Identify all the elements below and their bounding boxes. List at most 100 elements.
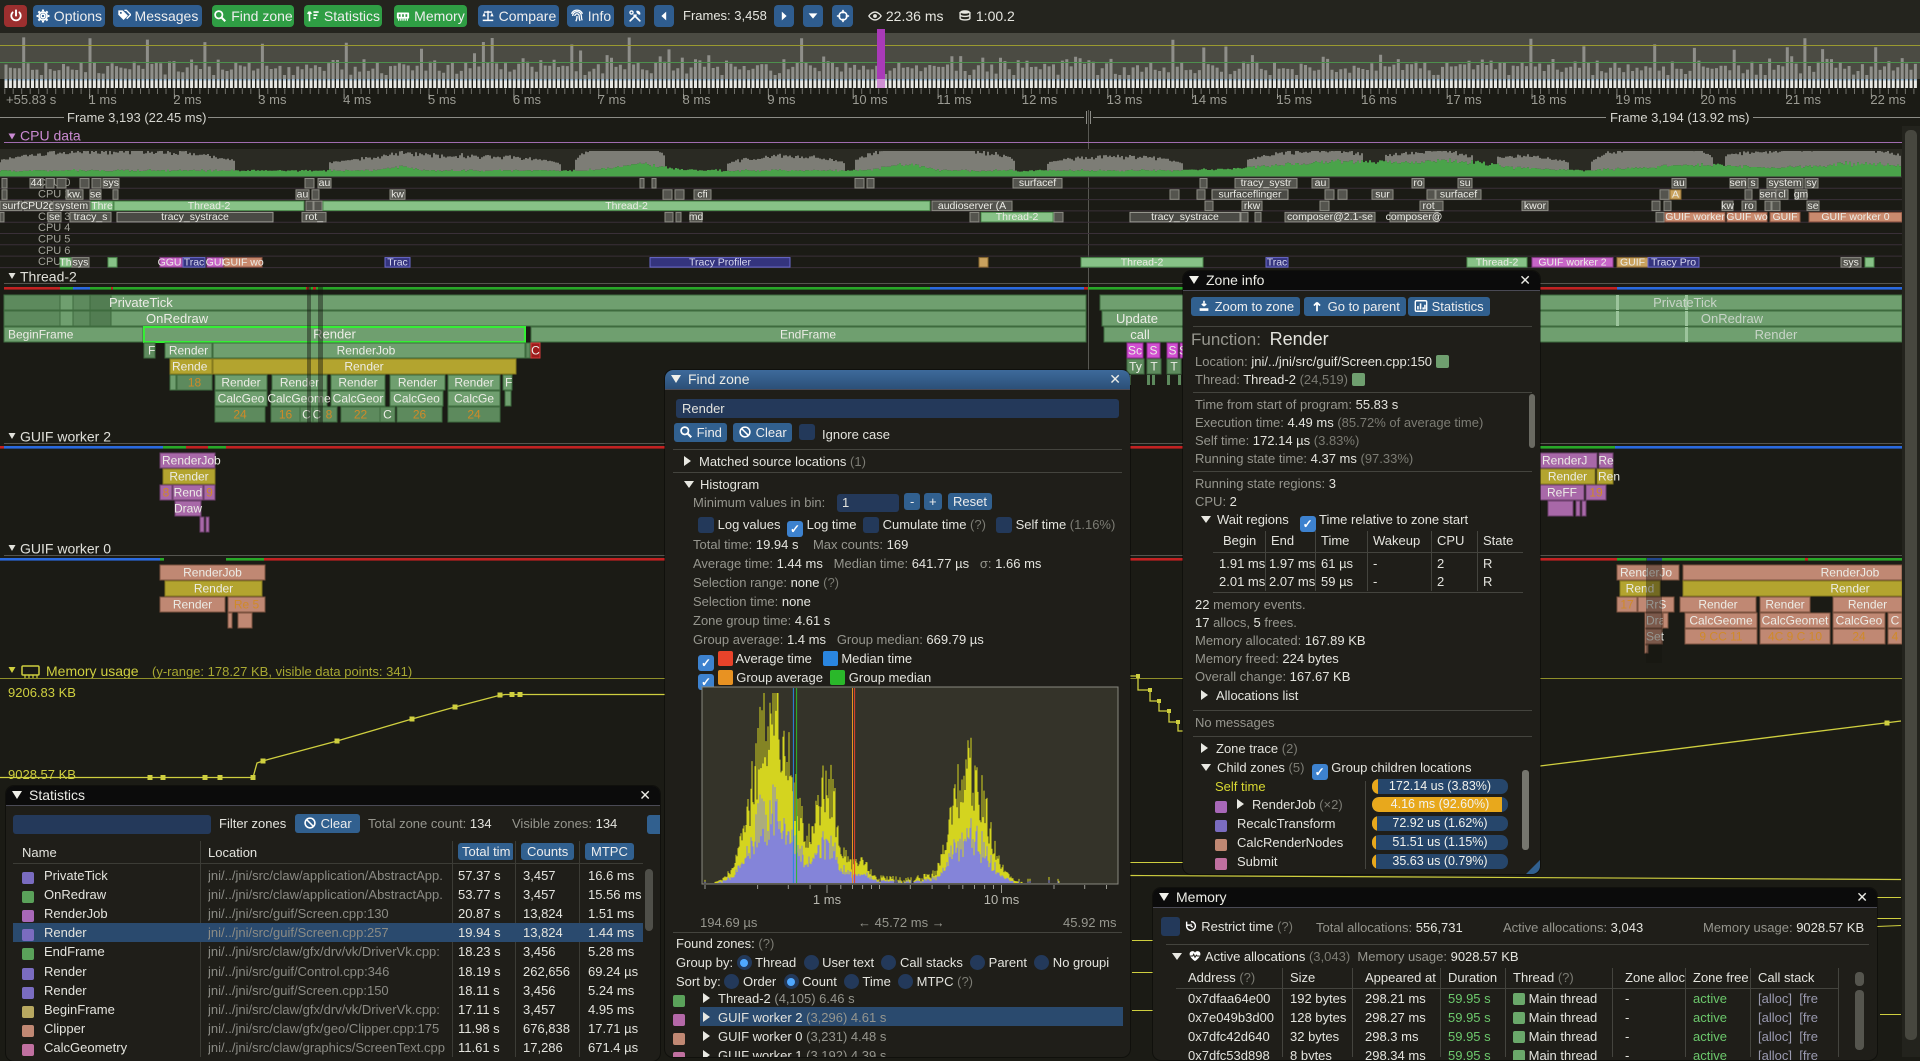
svg-text:CalcGe: CalcGe	[454, 392, 494, 406]
svg-text:22 ms: 22 ms	[1870, 92, 1906, 107]
svg-text:au: au	[1673, 177, 1685, 189]
svg-text:Sc: Sc	[1128, 344, 1142, 358]
svg-text:6 ms: 6 ms	[513, 92, 542, 107]
svg-text:RenderJob: RenderJob	[162, 454, 221, 468]
svg-text:9 ms: 9 ms	[767, 92, 796, 107]
svg-text:sys: sys	[73, 256, 89, 268]
svg-text:24: 24	[1852, 630, 1866, 644]
svg-text:tracy_s: tracy_s	[74, 211, 108, 223]
svg-text:12 ms: 12 ms	[1022, 92, 1058, 107]
svg-text:sy: sy	[1806, 177, 1817, 189]
svg-text:tracy_systr: tracy_systr	[1241, 177, 1292, 189]
svg-text:Render: Render	[173, 598, 212, 612]
svg-text:RenderJob: RenderJob	[183, 566, 242, 580]
svg-text:Frame 3,193 (22.45 ms): Frame 3,193 (22.45 ms)	[67, 110, 206, 125]
svg-text:RenderJob: RenderJob	[337, 344, 396, 358]
svg-text:2 ms: 2 ms	[173, 92, 202, 107]
svg-text:Trac: Trac	[184, 256, 205, 268]
svg-text:CPU data: CPU data	[20, 128, 81, 144]
svg-text:GUIF worker 2: GUIF worker 2	[20, 429, 111, 445]
svg-text:19: 19	[1589, 486, 1603, 500]
svg-text:T: T	[1150, 360, 1158, 374]
svg-text:RenderJ: RenderJ	[1542, 454, 1587, 468]
svg-text:EndFrame: EndFrame	[780, 328, 836, 342]
svg-text:Render: Render	[1755, 327, 1798, 342]
svg-text:CPU 6: CPU 6	[38, 245, 70, 257]
svg-text:Rend: Rend	[174, 486, 203, 500]
svg-text:Render: Render	[313, 327, 356, 342]
svg-text:5 ms: 5 ms	[428, 92, 457, 107]
svg-text:4: 4	[1892, 630, 1899, 644]
svg-text:Render: Render	[398, 376, 437, 390]
svg-text:au: au	[1315, 177, 1327, 189]
svg-text:T: T	[1170, 360, 1178, 374]
svg-text:16 ms: 16 ms	[1361, 92, 1397, 107]
svg-text:18: 18	[188, 376, 202, 390]
svg-text:17 ms: 17 ms	[1446, 92, 1482, 107]
svg-text:9206.83 KB: 9206.83 KB	[8, 685, 76, 700]
svg-text:Render: Render	[1765, 598, 1804, 612]
svg-text:Render: Render	[221, 376, 260, 390]
svg-text:GUIF wo: GUIF wo	[1726, 211, 1768, 223]
svg-text:surfacef: surfacef	[1019, 177, 1056, 189]
svg-text:Render: Render	[280, 376, 319, 390]
svg-text:RenderJob: RenderJob	[1821, 566, 1880, 580]
svg-text:15 ms: 15 ms	[1277, 92, 1313, 107]
svg-text:Rend: Rend	[1626, 582, 1655, 596]
svg-text:GUIF worker 0: GUIF worker 0	[1821, 211, 1889, 223]
svg-text:(y-range: 178.27 KB, visible d: (y-range: 178.27 KB, visible data points…	[152, 664, 412, 679]
svg-text:C: C	[313, 408, 322, 422]
svg-text:composer@: composer@	[1386, 211, 1443, 223]
svg-text:kw.: kw.	[67, 189, 82, 201]
svg-text:RenderJo: RenderJo	[1620, 566, 1672, 580]
svg-text:GUIF wo: GUIF wo	[222, 256, 264, 268]
svg-text:F: F	[148, 344, 155, 358]
svg-text:Render: Render	[1848, 598, 1887, 612]
svg-text:8: 8	[326, 408, 333, 422]
svg-text:26: 26	[413, 408, 427, 422]
svg-text:au: au	[297, 189, 309, 201]
svg-text:Set: Set	[1646, 630, 1665, 644]
svg-text:Re 5: Re 5	[234, 598, 260, 612]
svg-text:+55.83 s: +55.83 s	[6, 92, 57, 107]
svg-text:tracy_systrace: tracy_systrace	[1151, 211, 1219, 223]
svg-text:ro: ro	[1744, 200, 1753, 212]
svg-text:BeginFrame: BeginFrame	[8, 328, 74, 342]
svg-text:Ren: Ren	[1598, 470, 1620, 484]
svg-text:Rende: Rende	[172, 360, 208, 374]
svg-text:md: md	[689, 211, 704, 223]
svg-text:kw: kw	[1721, 200, 1734, 212]
svg-text:13 ms: 13 ms	[1107, 92, 1143, 107]
svg-text:se: se	[1807, 200, 1818, 212]
svg-text:composer@2.1-se: composer@2.1-se	[1287, 211, 1373, 223]
svg-text:18 ms: 18 ms	[1531, 92, 1567, 107]
svg-text:Thread-2: Thread-2	[1476, 256, 1519, 268]
svg-text:Thre: Thre	[91, 200, 113, 212]
svg-text:Render: Render	[1548, 470, 1587, 484]
svg-text:GUIF worker 0: GUIF worker 0	[20, 541, 111, 557]
svg-text:ro: ro	[1413, 177, 1422, 189]
svg-text:kwor: kwor	[1524, 200, 1547, 212]
svg-text:surfaceflinger: surfaceflinger	[1218, 189, 1282, 201]
svg-text:C: C	[531, 344, 540, 358]
svg-text:CalcGeor: CalcGeor	[333, 392, 384, 406]
svg-text:Tracy Profiler: Tracy Profiler	[689, 256, 752, 268]
svg-text:Tracy Pro: Tracy Pro	[1651, 256, 1696, 268]
svg-text:8: 8	[163, 486, 170, 500]
svg-text:Render: Render	[454, 376, 493, 390]
svg-text:RrS: RrS	[1646, 598, 1667, 612]
svg-text:Render: Render	[169, 344, 208, 358]
svg-text:cfi: cfi	[697, 189, 708, 201]
svg-text:Thread-2: Thread-2	[1121, 256, 1164, 268]
svg-text:CPU 5: CPU 5	[38, 234, 70, 246]
svg-text:cl: cl	[1778, 189, 1786, 201]
svg-text:Ty: Ty	[1129, 360, 1142, 374]
svg-text:Render: Render	[1698, 598, 1737, 612]
svg-text:PrivateTick: PrivateTick	[109, 295, 173, 310]
svg-text:Draw: Draw	[174, 502, 202, 516]
svg-text:3 ms: 3 ms	[258, 92, 287, 107]
svg-text:sen: sen	[1730, 177, 1747, 189]
svg-text:1 ms: 1 ms	[813, 892, 842, 907]
svg-text:GUIF worker 2: GUIF worker 2	[1538, 256, 1606, 268]
svg-text:se: se	[90, 189, 101, 201]
